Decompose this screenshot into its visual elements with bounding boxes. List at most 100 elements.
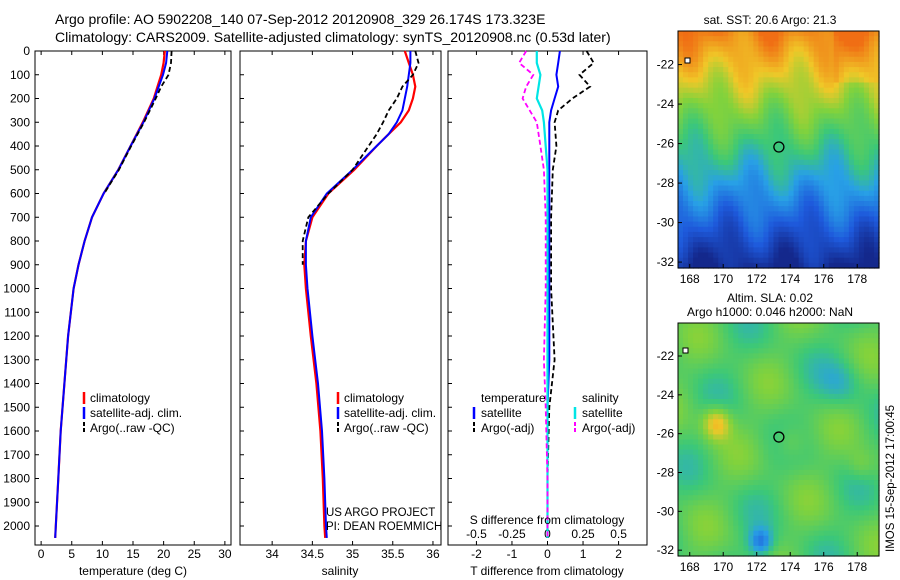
heatmap-cell [728, 545, 734, 552]
heatmap-cell [728, 118, 734, 125]
heatmap-cell [803, 424, 810, 430]
heatmap-cell [843, 216, 850, 223]
heatmap-cell [838, 170, 845, 176]
heatmap-cell [823, 190, 830, 197]
heatmap-cell [858, 343, 865, 349]
heatmap-cell [683, 82, 689, 89]
heatmap-cell [783, 550, 790, 557]
heatmap-cell [873, 252, 880, 259]
heatmap-cell [718, 464, 724, 471]
heatmap-cell [778, 175, 785, 182]
heatmap-cell [718, 31, 724, 37]
heatmap-cell [798, 128, 805, 135]
heatmap-cell [758, 118, 765, 125]
heatmap-cell [838, 46, 845, 53]
heatmap-cell [813, 480, 820, 486]
heatmap-cell [743, 77, 749, 84]
heatmap-cell [688, 211, 694, 218]
heatmap-cell [813, 398, 820, 405]
heatmap-cell [868, 439, 875, 446]
heatmap-cell [703, 206, 709, 212]
heatmap-cell [723, 363, 729, 370]
heatmap-cell [778, 252, 785, 259]
heatmap-cell [773, 87, 780, 94]
heatmap-cell [743, 505, 749, 512]
heatmap-cell [863, 398, 870, 405]
heatmap-cell [708, 510, 714, 517]
heatmap-cell [793, 495, 800, 501]
heatmap-cell [693, 368, 699, 375]
heatmap-cell [783, 221, 790, 228]
heatmap-cell [698, 353, 704, 360]
heatmap-cell [803, 414, 810, 420]
heatmap-cell [823, 144, 830, 151]
heatmap-cell [708, 103, 714, 109]
heatmap-cell [828, 242, 835, 248]
heatmap-cell [778, 459, 785, 466]
series-line-salinity-argo-adj- [517, 50, 549, 538]
heatmap-cell [738, 77, 744, 84]
heatmap-cell [693, 46, 699, 53]
heatmap-cell [828, 485, 835, 491]
heatmap-cell [863, 409, 870, 415]
heatmap-cell [798, 123, 805, 130]
heatmap-cell [793, 97, 800, 104]
heatmap-cell [818, 485, 825, 491]
heatmap-cell [778, 180, 785, 187]
heatmap-cell [783, 108, 790, 115]
heatmap-cell [868, 262, 875, 269]
heatmap-cell [818, 464, 825, 471]
heatmap-cell [713, 480, 719, 486]
heatmap-cell [743, 72, 749, 78]
heatmap-cell [723, 434, 729, 441]
heatmap-cell [843, 550, 850, 557]
heatmap-cell [763, 333, 770, 339]
heatmap-cell [808, 540, 815, 547]
heatmap-cell [858, 139, 865, 145]
heatmap-cell [718, 323, 724, 329]
heatmap-cell [813, 206, 820, 212]
heatmap-cell [738, 474, 744, 481]
heatmap-cell [798, 170, 805, 176]
heatmap-cell [813, 139, 820, 145]
heatmap-cell [708, 363, 714, 370]
heatmap-cell [833, 237, 840, 243]
heatmap-cell [743, 464, 749, 471]
depth-axis: 0100200300400500600700800900100011001200… [3, 44, 39, 533]
heatmap-cell [728, 144, 734, 151]
heatmap-cell [858, 134, 865, 140]
heatmap-cell [838, 383, 845, 390]
heatmap-cell [788, 525, 795, 532]
heatmap-cell [778, 545, 785, 552]
heatmap-cell [868, 414, 875, 420]
heatmap-cell [798, 515, 805, 522]
heatmap-cell [858, 358, 865, 365]
heatmap-cell [773, 36, 780, 42]
heatmap-cell [688, 144, 694, 151]
heatmap-cell [758, 480, 765, 486]
heatmap-cell [678, 211, 684, 218]
heatmap-cell [808, 103, 815, 109]
heatmap-cell [823, 113, 830, 120]
heatmap-cell [718, 550, 724, 557]
heatmap-cell [873, 480, 880, 486]
heatmap-cell [688, 134, 694, 140]
heatmap-cell [693, 398, 699, 405]
heatmap-cell [818, 535, 825, 542]
heatmap-cell [773, 485, 780, 491]
heatmap-cell [853, 383, 860, 390]
heatmap-cell [743, 515, 749, 522]
heatmap-cell [813, 31, 820, 37]
heatmap-cell [748, 530, 754, 537]
heatmap-cell [683, 175, 689, 182]
heatmap-cell [728, 454, 734, 461]
temperature-axis: 0 5 10 15 20 25 30 [38, 51, 232, 561]
heatmap-cell [843, 459, 850, 466]
heatmap-cell [733, 505, 739, 512]
heatmap-cell [793, 454, 800, 461]
heatmap-cell [723, 242, 729, 248]
heatmap-cell [733, 41, 739, 48]
heatmap-cell [803, 333, 810, 339]
heatmap-cell [688, 540, 694, 547]
heatmap-cell [853, 108, 860, 115]
